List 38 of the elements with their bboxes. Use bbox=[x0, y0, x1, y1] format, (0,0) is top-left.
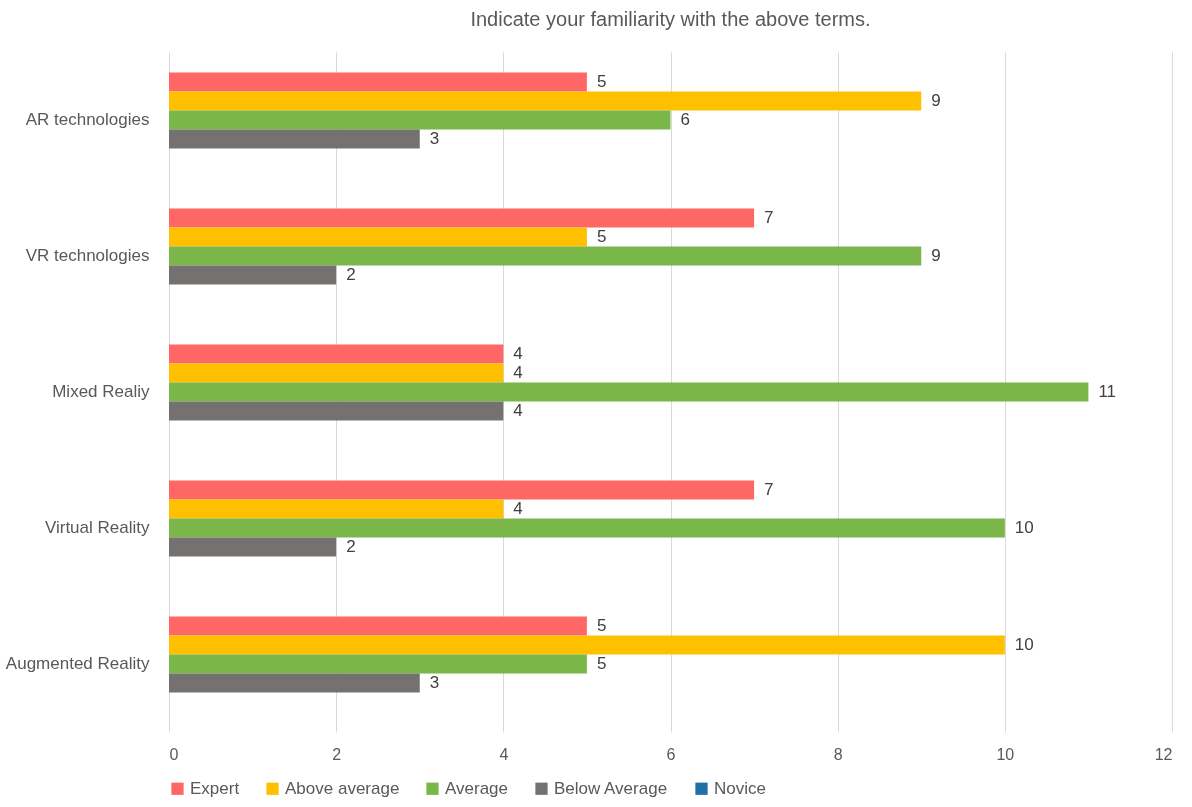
legend-label: Above average bbox=[285, 778, 400, 798]
data-label: 4 bbox=[513, 401, 523, 421]
legend-label: Below Average bbox=[554, 778, 668, 798]
x-tick-label: 8 bbox=[833, 745, 843, 763]
y-tick-label: Virtual Reality bbox=[44, 518, 150, 537]
chart-title: Indicate your familiarity with the above terms. bbox=[470, 8, 871, 30]
y-tick-label: Augmented Reality bbox=[5, 654, 150, 673]
x-tick-label: 0 bbox=[169, 745, 179, 763]
data-label: 9 bbox=[931, 90, 941, 110]
legend-label: Average bbox=[445, 778, 509, 798]
data-label: 7 bbox=[764, 207, 774, 227]
data-label: 6 bbox=[680, 110, 690, 129]
legend-label: Novice bbox=[714, 778, 766, 798]
data-label: 4 bbox=[513, 498, 523, 518]
x-tick-label: 10 bbox=[996, 745, 1015, 763]
data-label: 5 bbox=[596, 226, 607, 246]
y-tick-label: VR technologies bbox=[25, 246, 150, 265]
data-label: 5 bbox=[596, 654, 607, 673]
data-label: 7 bbox=[764, 479, 774, 499]
data-label: 9 bbox=[931, 246, 941, 265]
data-label: 10 bbox=[1014, 518, 1034, 537]
y-tick-label: Mixed Realiy bbox=[52, 382, 150, 401]
x-tick-label: 6 bbox=[666, 745, 676, 763]
data-label: 3 bbox=[429, 673, 440, 693]
data-label: 11 bbox=[1098, 382, 1117, 401]
data-label: 2 bbox=[346, 537, 356, 557]
data-label: 10 bbox=[1014, 634, 1034, 654]
data-label: 2 bbox=[346, 265, 356, 285]
y-tick-label: AR technologies bbox=[25, 110, 150, 129]
x-tick-label: 12 bbox=[1154, 745, 1173, 763]
data-label: 5 bbox=[596, 71, 607, 91]
x-tick-label: 2 bbox=[332, 745, 342, 763]
data-label: 3 bbox=[429, 129, 440, 149]
data-label: 4 bbox=[513, 362, 523, 382]
x-tick-label: 4 bbox=[499, 745, 509, 763]
legend-label: Expert bbox=[190, 778, 240, 798]
data-label: 4 bbox=[513, 343, 523, 363]
data-label: 5 bbox=[596, 615, 607, 635]
